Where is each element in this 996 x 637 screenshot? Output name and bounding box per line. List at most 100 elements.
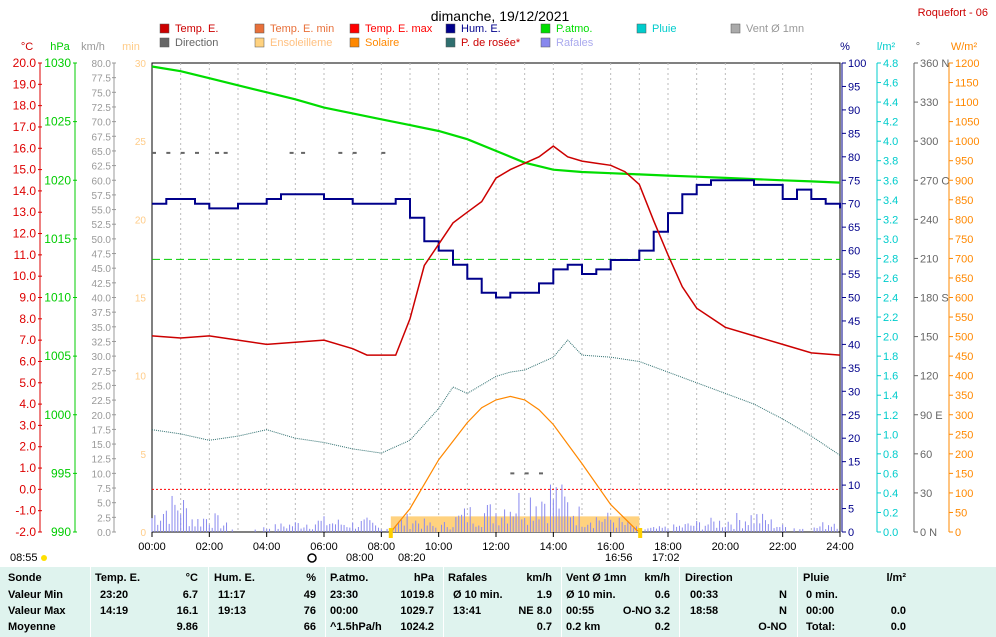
tick-label-rain: 3.4 <box>883 195 898 207</box>
tick-label-wind: 22.5 <box>92 396 112 407</box>
tick-label-hum: 50 <box>848 293 860 305</box>
tick-label-rain: 0.0 <box>883 527 898 539</box>
tick-label-hum: 95 <box>848 81 860 93</box>
table-separator <box>325 567 326 637</box>
tick-label-temp: 12.0 <box>13 227 37 241</box>
legend-label: Hum. E. <box>461 23 501 35</box>
legend-label: P. de rosée* <box>461 37 521 49</box>
sunset-time: 17:02 <box>652 552 680 564</box>
tick-label-hum: 90 <box>848 105 860 117</box>
tick-label-minutes: 25 <box>135 137 147 148</box>
tick-label-rain: 1.4 <box>883 390 898 402</box>
x-axis: 00:00 02:00 04:00 06:00 08:00 10:00 12:00 14:00… <box>10 528 854 564</box>
tick-label-press: 1005 <box>44 349 71 363</box>
station-name: Roquefort - 06 <box>918 7 988 19</box>
tick-label-solar: 150 <box>955 468 973 480</box>
table-header: l/m² <box>886 572 906 584</box>
tick-label-wind: 77.5 <box>92 74 112 85</box>
legend-swatch <box>159 37 170 48</box>
table-header: km/h <box>526 572 552 584</box>
tick-label-press: 1000 <box>44 408 71 422</box>
tick-label-wind: 20.0 <box>92 411 112 422</box>
tick-label-wind: 35.0 <box>92 323 112 334</box>
legend-label: Temp. E. min <box>270 23 334 35</box>
tick-label-press: 1030 <box>44 56 71 70</box>
tick-label-rain: 3.2 <box>883 214 898 226</box>
tick-label-wind: 30.0 <box>92 352 112 363</box>
table-cell: ^1.5hPa/h <box>330 621 382 633</box>
legend-label: Solaire <box>365 37 399 49</box>
table-header: Vent Ø 1mn <box>566 572 627 584</box>
tick-label-dir: 60 <box>920 449 932 461</box>
table-separator <box>797 567 798 637</box>
legend-swatch <box>254 23 265 34</box>
tick-label-solar: 1100 <box>955 97 979 109</box>
tick-label-hum: 75 <box>848 175 860 187</box>
tick-label-press: 1010 <box>44 291 71 305</box>
legend-swatch <box>254 37 265 48</box>
table-header: °C <box>185 572 198 584</box>
table-cell: 00:00 <box>330 605 359 617</box>
tick-label-hum: 0 <box>848 527 854 539</box>
tick-label-wind: 17.5 <box>92 425 112 436</box>
tick-label-wind: 42.5 <box>92 279 112 290</box>
table-row-label: Valeur Max <box>8 605 66 617</box>
tick-label-solar: 200 <box>955 449 973 461</box>
tick-label-temp: 10.0 <box>13 269 37 283</box>
tick-label-wind: 12.5 <box>92 455 112 466</box>
table-cell: 0.0 <box>890 605 906 617</box>
table-cell: 76 <box>303 605 316 617</box>
tick-label-solar: 100 <box>955 488 973 500</box>
table-cell: 00:00 <box>806 605 835 617</box>
tick-label-press: 1015 <box>44 232 71 246</box>
table-cell: 19:13 <box>218 605 247 617</box>
tick-label-minutes: 0 <box>140 528 146 539</box>
axis-unit-wind: km/h <box>81 41 105 53</box>
tick-label-hum: 55 <box>848 269 860 281</box>
table-cell: O-NO 3.2 <box>622 605 670 617</box>
table-separator <box>208 567 209 637</box>
tick-label-solar: 1000 <box>955 136 979 148</box>
tick-label-wind: 57.5 <box>92 191 112 202</box>
legend-label: Temp. E. <box>175 23 218 35</box>
tick-label-wind: 27.5 <box>92 367 112 378</box>
table-separator <box>443 567 444 637</box>
sunset-label: 16:56 <box>605 552 633 564</box>
table-cell: 9.86 <box>176 621 198 633</box>
table-cell: 0.6 <box>654 589 670 601</box>
tick-label-temp: 19.0 <box>13 77 37 91</box>
table-header: Rafales <box>448 572 488 584</box>
tick-label-temp: 20.0 <box>13 56 37 70</box>
series-line-p-de-ros-e- <box>151 339 841 456</box>
tick-label-temp: 7.0 <box>19 333 36 347</box>
table-separator <box>561 567 562 637</box>
tick-label-wind: 70.0 <box>92 118 112 129</box>
axis-unit-min: min <box>122 41 140 53</box>
tick-label-wind: 45.0 <box>92 264 112 275</box>
tick-label-temp: -1.0 <box>15 504 36 518</box>
tick-label-solar: 600 <box>955 293 973 305</box>
axis-unit-solar: W/m² <box>951 41 978 53</box>
sunset-marker <box>638 528 643 538</box>
tick-label-rain: 4.2 <box>883 117 898 129</box>
tick-label-rain: 2.6 <box>883 273 898 285</box>
legend-label: Pluie <box>652 23 676 35</box>
chart-legend: Temp. E. Temp. E. min Temp. E. max Hum. E. P… <box>159 23 804 49</box>
tick-label-rain: 3.6 <box>883 175 898 187</box>
x-tick-label: 14:00 <box>540 541 568 553</box>
tick-label-solar: 850 <box>955 195 973 207</box>
table-header: % <box>306 572 316 584</box>
table-cell: 1024.2 <box>400 621 434 633</box>
tick-label-dir: 360 N <box>920 58 949 70</box>
tick-label-rain: 1.6 <box>883 371 898 383</box>
tick-label-hum: 25 <box>848 410 860 422</box>
table-cell: O-NO <box>758 621 787 633</box>
table-cell: 00:55 <box>566 605 595 617</box>
tick-label-hum: 60 <box>848 246 860 258</box>
legend-label: Vent Ø 1mn <box>746 23 804 35</box>
legend-swatch <box>445 37 456 48</box>
tick-label-wind: 80.0 <box>92 59 112 70</box>
tick-label-wind: 50.0 <box>92 235 112 246</box>
table-row-label: Valeur Min <box>8 589 64 601</box>
tick-label-rain: 0.6 <box>883 468 898 480</box>
